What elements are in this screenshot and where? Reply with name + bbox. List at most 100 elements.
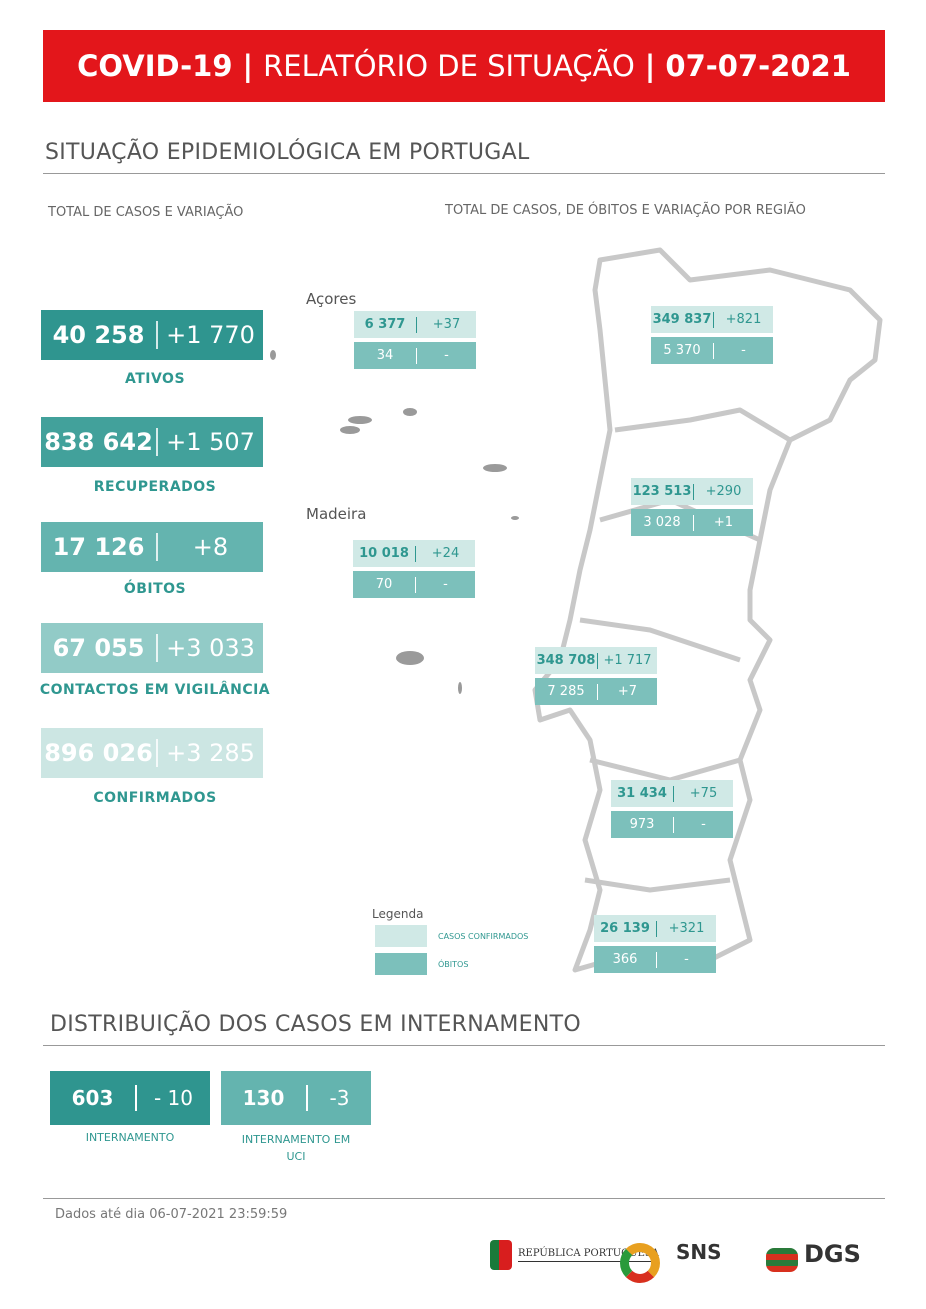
banner-subtitle: RELATÓRIO DE SITUAÇÃO bbox=[263, 49, 635, 83]
separator bbox=[713, 311, 714, 328]
separator bbox=[416, 316, 417, 333]
kpi-label: CONTACTOS EM VIGILÂNCIA bbox=[39, 682, 271, 698]
region-cases: 31 434 bbox=[617, 786, 667, 801]
kpi-value: 67 055 bbox=[52, 634, 145, 662]
data-date-note: Dados até dia 06-07-2021 23:59:59 bbox=[55, 1207, 288, 1222]
region-box: 123 513 +290 3 028 +1 bbox=[631, 478, 753, 536]
kpi-value: 40 258 bbox=[52, 321, 145, 349]
region-deaths: 5 370 bbox=[663, 343, 701, 358]
logo-dgs: DGS bbox=[804, 1240, 861, 1268]
region-deaths: 34 bbox=[376, 348, 394, 363]
region-deaths: 973 bbox=[629, 817, 655, 832]
separator bbox=[306, 1085, 308, 1111]
region-cases-change: +321 bbox=[668, 921, 705, 936]
region-deaths-change: - bbox=[684, 952, 689, 967]
separator bbox=[135, 1085, 137, 1111]
kpi-change: +3 033 bbox=[166, 634, 255, 662]
separator bbox=[693, 483, 694, 500]
region-deaths-change: +1 bbox=[713, 515, 734, 530]
icu-change: -3 bbox=[329, 1086, 350, 1110]
hospitalized-value: 603 bbox=[71, 1086, 114, 1110]
region-cases: 123 513 bbox=[632, 484, 692, 499]
region-box: 26 139 +321 366 - bbox=[594, 915, 716, 973]
separator bbox=[693, 514, 694, 531]
region-deaths: 3 028 bbox=[643, 515, 681, 530]
region-deaths-row: 366 - bbox=[594, 946, 716, 973]
banner-title: COVID-19 bbox=[77, 49, 233, 83]
region-deaths-row: 70 - bbox=[353, 571, 475, 598]
divider bbox=[43, 173, 885, 174]
legend-label-confirmed: CASOS CONFIRMADOS bbox=[438, 932, 529, 941]
separator bbox=[156, 428, 158, 456]
separator bbox=[673, 785, 674, 802]
kpi-box: 40 258 +1 770 bbox=[41, 310, 263, 360]
banner-sep: | bbox=[242, 49, 254, 83]
right-subtitle: TOTAL DE CASOS, DE ÓBITOS E VARIAÇÃO POR… bbox=[445, 203, 806, 218]
separator bbox=[156, 739, 158, 767]
separator bbox=[156, 321, 158, 349]
region-box: 348 708 +1 717 7 285 +7 bbox=[535, 647, 657, 705]
separator bbox=[156, 533, 158, 561]
region-deaths-change: - bbox=[444, 348, 449, 363]
region-deaths-row: 5 370 - bbox=[651, 337, 773, 364]
divider bbox=[43, 1045, 885, 1046]
region-cases-row: 26 139 +321 bbox=[594, 915, 716, 942]
region-deaths: 70 bbox=[375, 577, 393, 592]
region-cases-change: +75 bbox=[689, 786, 718, 801]
region-cases-change: +821 bbox=[725, 312, 762, 327]
report-banner: COVID-19 | RELATÓRIO DE SITUAÇÃO | 07-07… bbox=[43, 30, 885, 102]
dgs-logo-icon bbox=[766, 1248, 798, 1272]
kpi-box: 17 126 +8 bbox=[41, 522, 263, 572]
legend-title: Legenda bbox=[372, 907, 424, 921]
kpi-label: ATIVOS bbox=[124, 371, 186, 387]
hospitalized-box: 603 - 10 bbox=[50, 1071, 210, 1125]
region-box: 31 434 +75 973 - bbox=[611, 780, 733, 838]
region-cases: 349 837 bbox=[652, 312, 712, 327]
region-deaths-row: 7 285 +7 bbox=[535, 678, 657, 705]
region-cases-change: +290 bbox=[705, 484, 742, 499]
icu-box: 130 -3 bbox=[221, 1071, 371, 1125]
banner-sep: | bbox=[644, 49, 656, 83]
region-deaths-row: 3 028 +1 bbox=[631, 509, 753, 536]
separator bbox=[673, 816, 674, 833]
separator bbox=[415, 576, 416, 593]
sns-logo-icon bbox=[620, 1243, 660, 1283]
region-cases-row: 10 018 +24 bbox=[353, 540, 475, 567]
kpi-change: +1 507 bbox=[166, 428, 255, 456]
region-deaths-change: - bbox=[741, 343, 746, 358]
icu-value: 130 bbox=[242, 1086, 285, 1110]
kpi-box: 67 055 +3 033 bbox=[41, 623, 263, 673]
island-label-madeira: Madeira bbox=[306, 505, 367, 523]
kpi-label: RECUPERADOS bbox=[93, 479, 217, 495]
kpi-box: 896 026 +3 285 bbox=[41, 728, 263, 778]
kpi-label: CONFIRMADOS bbox=[93, 790, 217, 806]
separator bbox=[656, 920, 657, 937]
region-deaths: 366 bbox=[612, 952, 638, 967]
region-cases: 6 377 bbox=[364, 317, 406, 332]
separator bbox=[156, 634, 158, 662]
section-title: SITUAÇÃO EPIDEMIOLÓGICA EM PORTUGAL bbox=[45, 140, 530, 165]
region-cases-row: 123 513 +290 bbox=[631, 478, 753, 505]
region-deaths-change: - bbox=[701, 817, 706, 832]
region-box: 349 837 +821 5 370 - bbox=[651, 306, 773, 364]
region-deaths-row: 34 - bbox=[354, 342, 476, 369]
logo-text: REPÚBLICA PORTUGUESA bbox=[518, 1248, 659, 1262]
region-deaths-change: - bbox=[443, 577, 448, 592]
legend-label-deaths: ÓBITOS bbox=[438, 960, 469, 969]
region-cases-row: 348 708 +1 717 bbox=[535, 647, 657, 674]
kpi-box: 838 642 +1 507 bbox=[41, 417, 263, 467]
legend-swatch-deaths bbox=[375, 953, 427, 975]
logo-republica: REPÚBLICA PORTUGUESA bbox=[490, 1240, 659, 1270]
kpi-value: 896 026 bbox=[44, 739, 153, 767]
region-box: 10 018 +24 70 - bbox=[353, 540, 475, 598]
kpi-label: ÓBITOS bbox=[123, 581, 187, 597]
section-title: DISTRIBUIÇÃO DOS CASOS EM INTERNAMENTO bbox=[50, 1012, 581, 1037]
region-cases-change: +24 bbox=[431, 546, 460, 561]
region-cases-change: +1 717 bbox=[603, 653, 652, 668]
separator bbox=[713, 342, 714, 359]
region-cases-change: +37 bbox=[432, 317, 461, 332]
separator bbox=[597, 683, 598, 700]
kpi-change: +1 770 bbox=[166, 321, 255, 349]
region-cases-row: 349 837 +821 bbox=[651, 306, 773, 333]
legend-swatch-confirmed bbox=[375, 925, 427, 947]
